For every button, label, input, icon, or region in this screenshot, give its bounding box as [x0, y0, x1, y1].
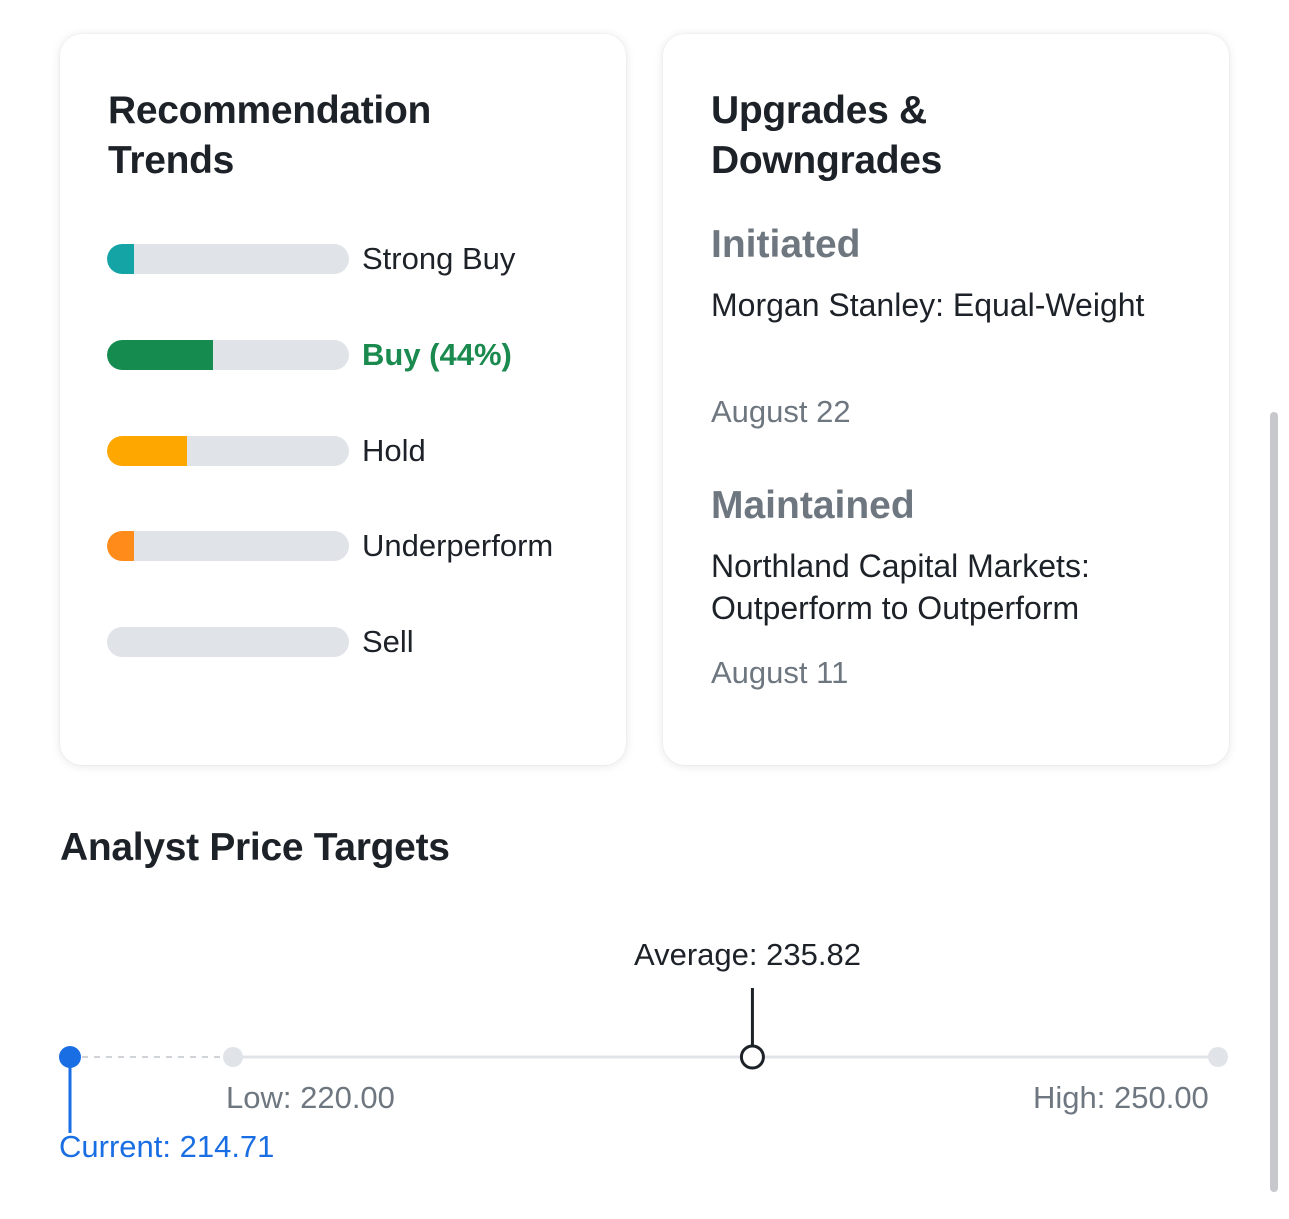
trend-bar	[107, 436, 349, 466]
trend-row-sell: Sell	[107, 624, 607, 659]
average-marker	[739, 1044, 765, 1070]
trend-label: Sell	[362, 624, 414, 659]
upgrades-title-line2: Downgrades	[711, 139, 943, 182]
recommendation-trends-title-line1: Recommendation	[108, 89, 432, 132]
average-price-label: Average: 235.82	[634, 937, 861, 972]
upgrades-downgrades-card: Upgrades & Downgrades Initiated Morgan S…	[663, 34, 1229, 765]
trend-bar	[107, 340, 349, 370]
recommendation-trends-card: Recommendation Trends Strong Buy Buy (44…	[60, 34, 626, 765]
low-marker	[223, 1047, 243, 1067]
upgrade-text: Morgan Stanley: Equal-Weight	[711, 287, 1145, 323]
trend-row-buy: Buy (44%)	[107, 337, 607, 372]
trend-label: Strong Buy	[362, 241, 516, 276]
trend-row-strong-buy: Strong Buy	[107, 241, 607, 276]
recommendation-trends-title: Recommendation Trends	[108, 86, 431, 186]
trend-bar	[107, 627, 349, 657]
high-marker	[1208, 1047, 1228, 1067]
trend-bar-fill	[107, 531, 134, 561]
trend-bar-fill	[107, 436, 187, 466]
trend-row-hold: Hold	[107, 433, 607, 468]
recommendation-trends-title-line2: Trends	[108, 139, 235, 182]
upgrade-text: Northland Capital Markets: Outperform to…	[711, 548, 1090, 626]
current-marker	[59, 1046, 81, 1068]
current-price-label: Current: 214.71	[59, 1129, 275, 1164]
trend-bar	[107, 531, 349, 561]
upgrade-date: August 22	[711, 394, 851, 429]
trend-bar	[107, 244, 349, 274]
upgrade-status: Initiated	[711, 223, 861, 266]
trend-bar-fill	[107, 340, 214, 370]
trend-label: Hold	[362, 433, 426, 468]
scrollbar[interactable]	[1270, 412, 1278, 1192]
upgrades-downgrades-title: Upgrades & Downgrades	[711, 86, 942, 186]
upgrades-title-line1: Upgrades &	[711, 89, 927, 132]
upgrade-status: Maintained	[711, 484, 915, 527]
trend-bar-fill	[107, 244, 134, 274]
low-price-label: Low: 220.00	[226, 1080, 395, 1115]
high-price-label: High: 250.00	[1033, 1080, 1209, 1115]
trend-label: Underperform	[362, 528, 554, 563]
analyst-price-targets-title: Analyst Price Targets	[60, 826, 450, 869]
trend-row-underperform: Underperform	[107, 528, 607, 563]
upgrade-date: August 11	[711, 655, 849, 690]
trend-label: Buy (44%)	[362, 337, 512, 372]
